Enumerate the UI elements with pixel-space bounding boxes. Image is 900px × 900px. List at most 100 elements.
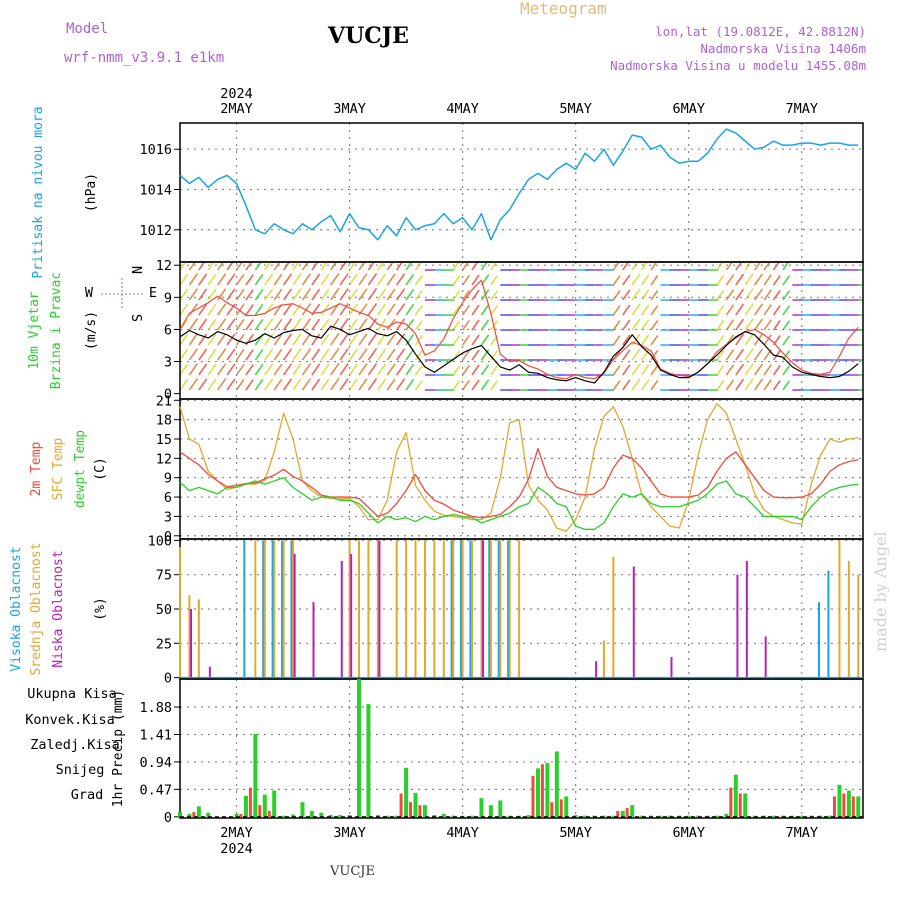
wind-arrow	[367, 317, 378, 331]
wind-arrow	[188, 273, 199, 286]
wind-arrow	[264, 288, 274, 301]
cloud-bar	[340, 560, 343, 678]
wind-arrow	[414, 289, 423, 301]
wind-arrow	[282, 378, 293, 391]
cloud-high-ylabel: Visoka Oblacnost	[9, 546, 24, 671]
wind-arrow	[480, 349, 490, 361]
precip-total-bar	[620, 810, 625, 817]
wind-arrow	[292, 273, 302, 286]
model-name: wrf-nmm_v3.9.1 e1km	[64, 50, 224, 66]
wind-arrow	[763, 379, 772, 391]
panel-precipitation: 0 0.47 0.94 1.41 1.88 Ukupna Kisa Konvek.Kisa Z…	[25, 678, 864, 826]
ytick-label: 25	[156, 636, 172, 652]
wind-arrow	[301, 262, 310, 271]
bottom-day-label: 3MAY	[333, 825, 366, 841]
wind-arrow	[282, 318, 293, 331]
cloud-bar	[469, 540, 472, 678]
wind-arrow	[640, 364, 650, 376]
panel-cloud: 0 25 50 75 100 Visoka Oblacnost Srednja Oblacn…	[9, 533, 864, 687]
precip-total-bar	[470, 815, 475, 817]
wind-arrow	[405, 262, 413, 271]
wind-arrow	[772, 275, 781, 286]
compass-east: E	[149, 285, 157, 301]
cloud-bar	[292, 540, 295, 678]
compass-south: S	[128, 314, 144, 322]
wind-arrow	[273, 378, 283, 391]
cloud-bar	[357, 540, 360, 678]
precip-total-bar	[658, 815, 663, 817]
cloud-bar	[857, 574, 860, 678]
wind-arrow	[273, 363, 283, 376]
wind-arrow	[396, 378, 406, 391]
precip-conv-bar	[851, 796, 855, 817]
wind-arrow	[311, 288, 321, 301]
wind-arrow	[631, 288, 641, 301]
wind-arrow	[452, 305, 461, 316]
wind-unit: (m/s)	[84, 311, 99, 350]
wind-arrow	[320, 333, 330, 346]
precip-total-bar	[714, 815, 719, 817]
wind-arrow	[716, 290, 725, 301]
wind-arrow	[339, 262, 347, 271]
ytick-label: 9	[164, 471, 172, 487]
wind-arrow	[226, 378, 236, 391]
wind-arrow	[772, 350, 781, 361]
wind-ylabel-1: 10m Vjetar	[27, 291, 42, 369]
wind-arrow	[188, 333, 199, 346]
precip-total-bar	[479, 798, 484, 817]
wind-arrow	[367, 377, 378, 391]
precip-total-bar	[583, 815, 588, 817]
precip-total-bar	[328, 815, 333, 817]
wind-arrow	[207, 363, 217, 376]
wind-arrow	[612, 365, 621, 376]
wind-arrow	[320, 303, 330, 316]
wind-arrow	[396, 262, 404, 271]
ytick-label: 0	[164, 387, 172, 403]
wind-arrow	[640, 334, 650, 346]
precip-total-bar	[272, 790, 277, 817]
ytick-label: 6	[164, 490, 172, 506]
wind-arrow	[226, 363, 236, 376]
wind-arrow	[180, 363, 189, 376]
wind-arrow	[612, 320, 621, 331]
wind-arrow	[735, 348, 745, 361]
wind-arrow	[226, 303, 236, 316]
precip-conv-bar	[729, 787, 733, 817]
wind-arrow	[716, 275, 725, 286]
compass-west: W	[85, 285, 94, 301]
wind-arrow	[386, 348, 396, 361]
wind-arrow	[188, 288, 199, 301]
ytick-label: 3	[164, 355, 172, 371]
wind-arrow	[198, 378, 208, 391]
wind-arrow	[744, 288, 754, 301]
precip-total-bar	[394, 815, 399, 817]
wind-arrow	[405, 333, 415, 346]
wind-arrow	[744, 318, 754, 331]
wind-arrow	[226, 348, 236, 361]
wind-arrow	[650, 290, 659, 301]
wind-arrow	[461, 274, 471, 286]
ytick-label: 50	[156, 602, 172, 618]
wind-arrow	[339, 378, 349, 391]
wind-arrow	[330, 287, 340, 301]
elevation-text: Nadmorska Visina 1406m	[700, 41, 866, 56]
wind-arrow	[282, 363, 293, 376]
wind-arrow	[414, 319, 423, 331]
wind-arrow	[245, 364, 254, 376]
wind-arrow	[763, 364, 772, 376]
wind-arrow	[612, 275, 621, 286]
wind-arrow	[725, 319, 735, 331]
wind-arrow	[650, 365, 659, 376]
wind-arrow	[452, 275, 461, 286]
wind-arrow	[622, 274, 631, 286]
wind-arrow	[367, 287, 378, 301]
precip-conv-bar	[239, 813, 243, 817]
pressure-unit: (hPa)	[84, 173, 99, 212]
precip-total-bar	[206, 812, 211, 817]
wind-arrow	[452, 365, 461, 376]
precip-conv-bar	[616, 810, 620, 817]
wind-arrow	[245, 274, 254, 286]
cloud-bar	[602, 640, 605, 678]
precip-total-bar	[846, 790, 851, 817]
wind-arrow	[292, 262, 300, 271]
